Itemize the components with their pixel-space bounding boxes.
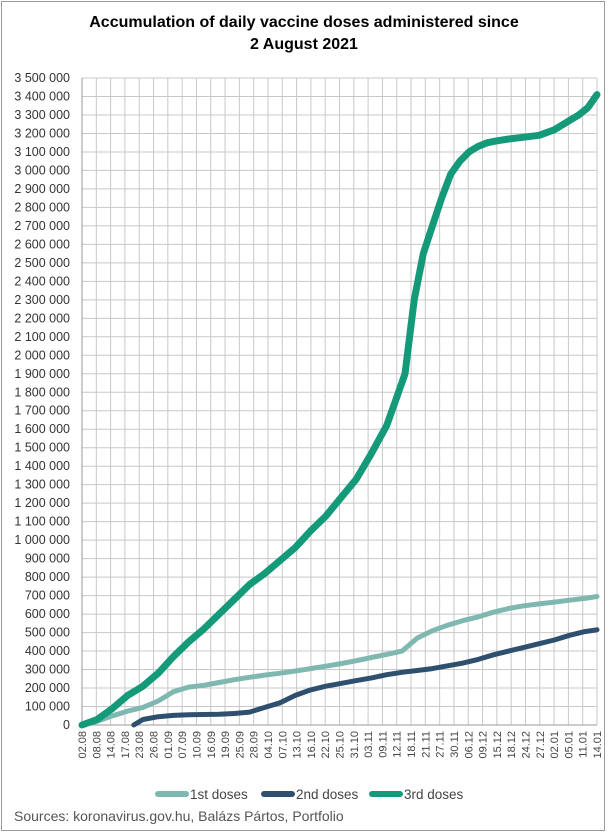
chart-title-line-1: Accumulation of daily vaccine doses admi… (89, 14, 519, 31)
x-tick-label: 06.12 (463, 731, 475, 759)
series-line-3rd-doses (78, 91, 601, 729)
x-tick-label: 07.10 (277, 731, 289, 759)
x-tick-label: 11.01 (578, 731, 590, 758)
y-tick-label: 2 500 000 (14, 256, 70, 270)
y-axis-tick-labels: 0 100 000 200 000 300 000 400 000 500 000 600 … (14, 71, 70, 732)
y-tick-label: 1 600 000 (14, 422, 70, 436)
x-tick-label: 19.09 (220, 731, 232, 759)
y-tick-label: 1 000 000 (14, 533, 70, 547)
y-tick-label: 1 700 000 (14, 404, 70, 418)
x-tick-label: 05.01 (563, 731, 575, 759)
x-tick-label: 22.10 (320, 731, 332, 759)
x-tick-label: 10.09 (191, 731, 203, 759)
y-tick-label: 1 900 000 (14, 367, 70, 381)
y-tick-label: 3 200 000 (14, 126, 70, 140)
x-tick-label: 01.09 (163, 731, 175, 759)
x-tick-label: 18.12 (506, 731, 518, 759)
x-tick-label: 27.11 (435, 731, 447, 758)
x-tick-label: 26.08 (149, 731, 161, 759)
y-tick-label: 3 100 000 (14, 145, 70, 159)
y-tick-label: 3 300 000 (14, 108, 70, 122)
x-tick-label: 02.01 (549, 731, 561, 759)
x-tick-label: 18.11 (406, 731, 418, 758)
x-tick-label: 12.11 (392, 731, 404, 758)
y-tick-label: 100 000 (25, 700, 70, 714)
x-tick-label: 13.10 (292, 731, 304, 759)
y-tick-label: 300 000 (25, 663, 70, 677)
y-tick-label: 800 000 (25, 570, 70, 584)
y-tick-label: 3 400 000 (14, 89, 70, 103)
series-line-1st-doses (79, 594, 600, 728)
x-tick-label: 17.08 (120, 731, 132, 759)
x-tick-label: 27.12 (535, 731, 547, 759)
y-tick-label: 1 400 000 (14, 459, 70, 473)
y-tick-label: 400 000 (25, 644, 70, 658)
x-tick-label: 30.11 (449, 731, 461, 758)
x-tick-label: 16.09 (206, 731, 218, 759)
y-tick-label: 600 000 (25, 607, 70, 621)
x-tick-label: 23.08 (134, 731, 146, 759)
y-tick-label: 2 900 000 (14, 182, 70, 196)
chart-title: Accumulation of daily vaccine doses admi… (0, 12, 608, 56)
x-tick-label: 08.08 (91, 731, 103, 759)
y-tick-label: 1 100 000 (14, 515, 70, 529)
y-tick-label: 1 800 000 (14, 385, 70, 399)
x-tick-label: 31.10 (349, 731, 361, 759)
chart-title-line-2: 2 August 2021 (250, 36, 358, 53)
x-tick-label: 09.12 (478, 731, 490, 759)
x-tick-label: 03.11 (363, 731, 375, 758)
y-tick-label: 500 000 (25, 626, 70, 640)
y-tick-label: 1 300 000 (14, 478, 70, 492)
x-axis-tick-labels: 02.08 08.08 14.08 17.08 23.08 26.08 01.09 07.09… (77, 731, 604, 759)
y-tick-label: 2 700 000 (14, 219, 70, 233)
series-line-2nd-doses (131, 627, 600, 728)
y-tick-label: 2 400 000 (14, 274, 70, 288)
y-tick-label: 200 000 (25, 681, 70, 695)
y-tick-label: 2 100 000 (14, 330, 70, 344)
legend-label: 3rd doses (404, 787, 464, 802)
x-tick-label: 25.10 (335, 731, 347, 759)
x-tick-label: 14.08 (106, 731, 118, 759)
series-lines (78, 91, 601, 729)
y-tick-label: 0 (63, 718, 70, 732)
y-tick-label: 2 600 000 (14, 237, 70, 251)
x-tick-label: 28.09 (249, 731, 261, 759)
y-tick-label: 3 000 000 (14, 163, 70, 177)
x-tick-label: 09.11 (377, 731, 389, 758)
source-note: Sources: koronavirus.gov.hu, Balázs Párt… (14, 808, 344, 824)
y-tick-label: 3 500 000 (14, 71, 70, 85)
y-tick-label: 2 200 000 (14, 311, 70, 325)
y-tick-label: 2 800 000 (14, 200, 70, 214)
y-tick-label: 2 000 000 (14, 348, 70, 362)
y-tick-label: 900 000 (25, 552, 70, 566)
x-tick-label: 15.12 (492, 731, 504, 759)
y-tick-label: 2 300 000 (14, 293, 70, 307)
x-tick-label: 25.09 (234, 731, 246, 759)
x-tick-label: 14.01 (592, 731, 604, 759)
x-tick-label: 04.10 (263, 731, 275, 759)
legend-label: 1st doses (190, 787, 248, 802)
grid-lines (81, 77, 598, 726)
x-tick-label: 24.12 (520, 731, 532, 759)
y-tick-label: 700 000 (25, 589, 70, 603)
x-tick-label: 21.11 (420, 731, 432, 758)
x-tick-label: 02.08 (77, 731, 89, 759)
legend-label: 2nd doses (296, 787, 359, 802)
legend: 1st doses 2nd doses 3rd doses (155, 787, 464, 802)
y-tick-label: 1 200 000 (14, 496, 70, 510)
y-tick-label: 1 500 000 (14, 441, 70, 455)
x-tick-label: 16.10 (306, 731, 318, 759)
x-tick-label: 07.09 (177, 731, 189, 759)
